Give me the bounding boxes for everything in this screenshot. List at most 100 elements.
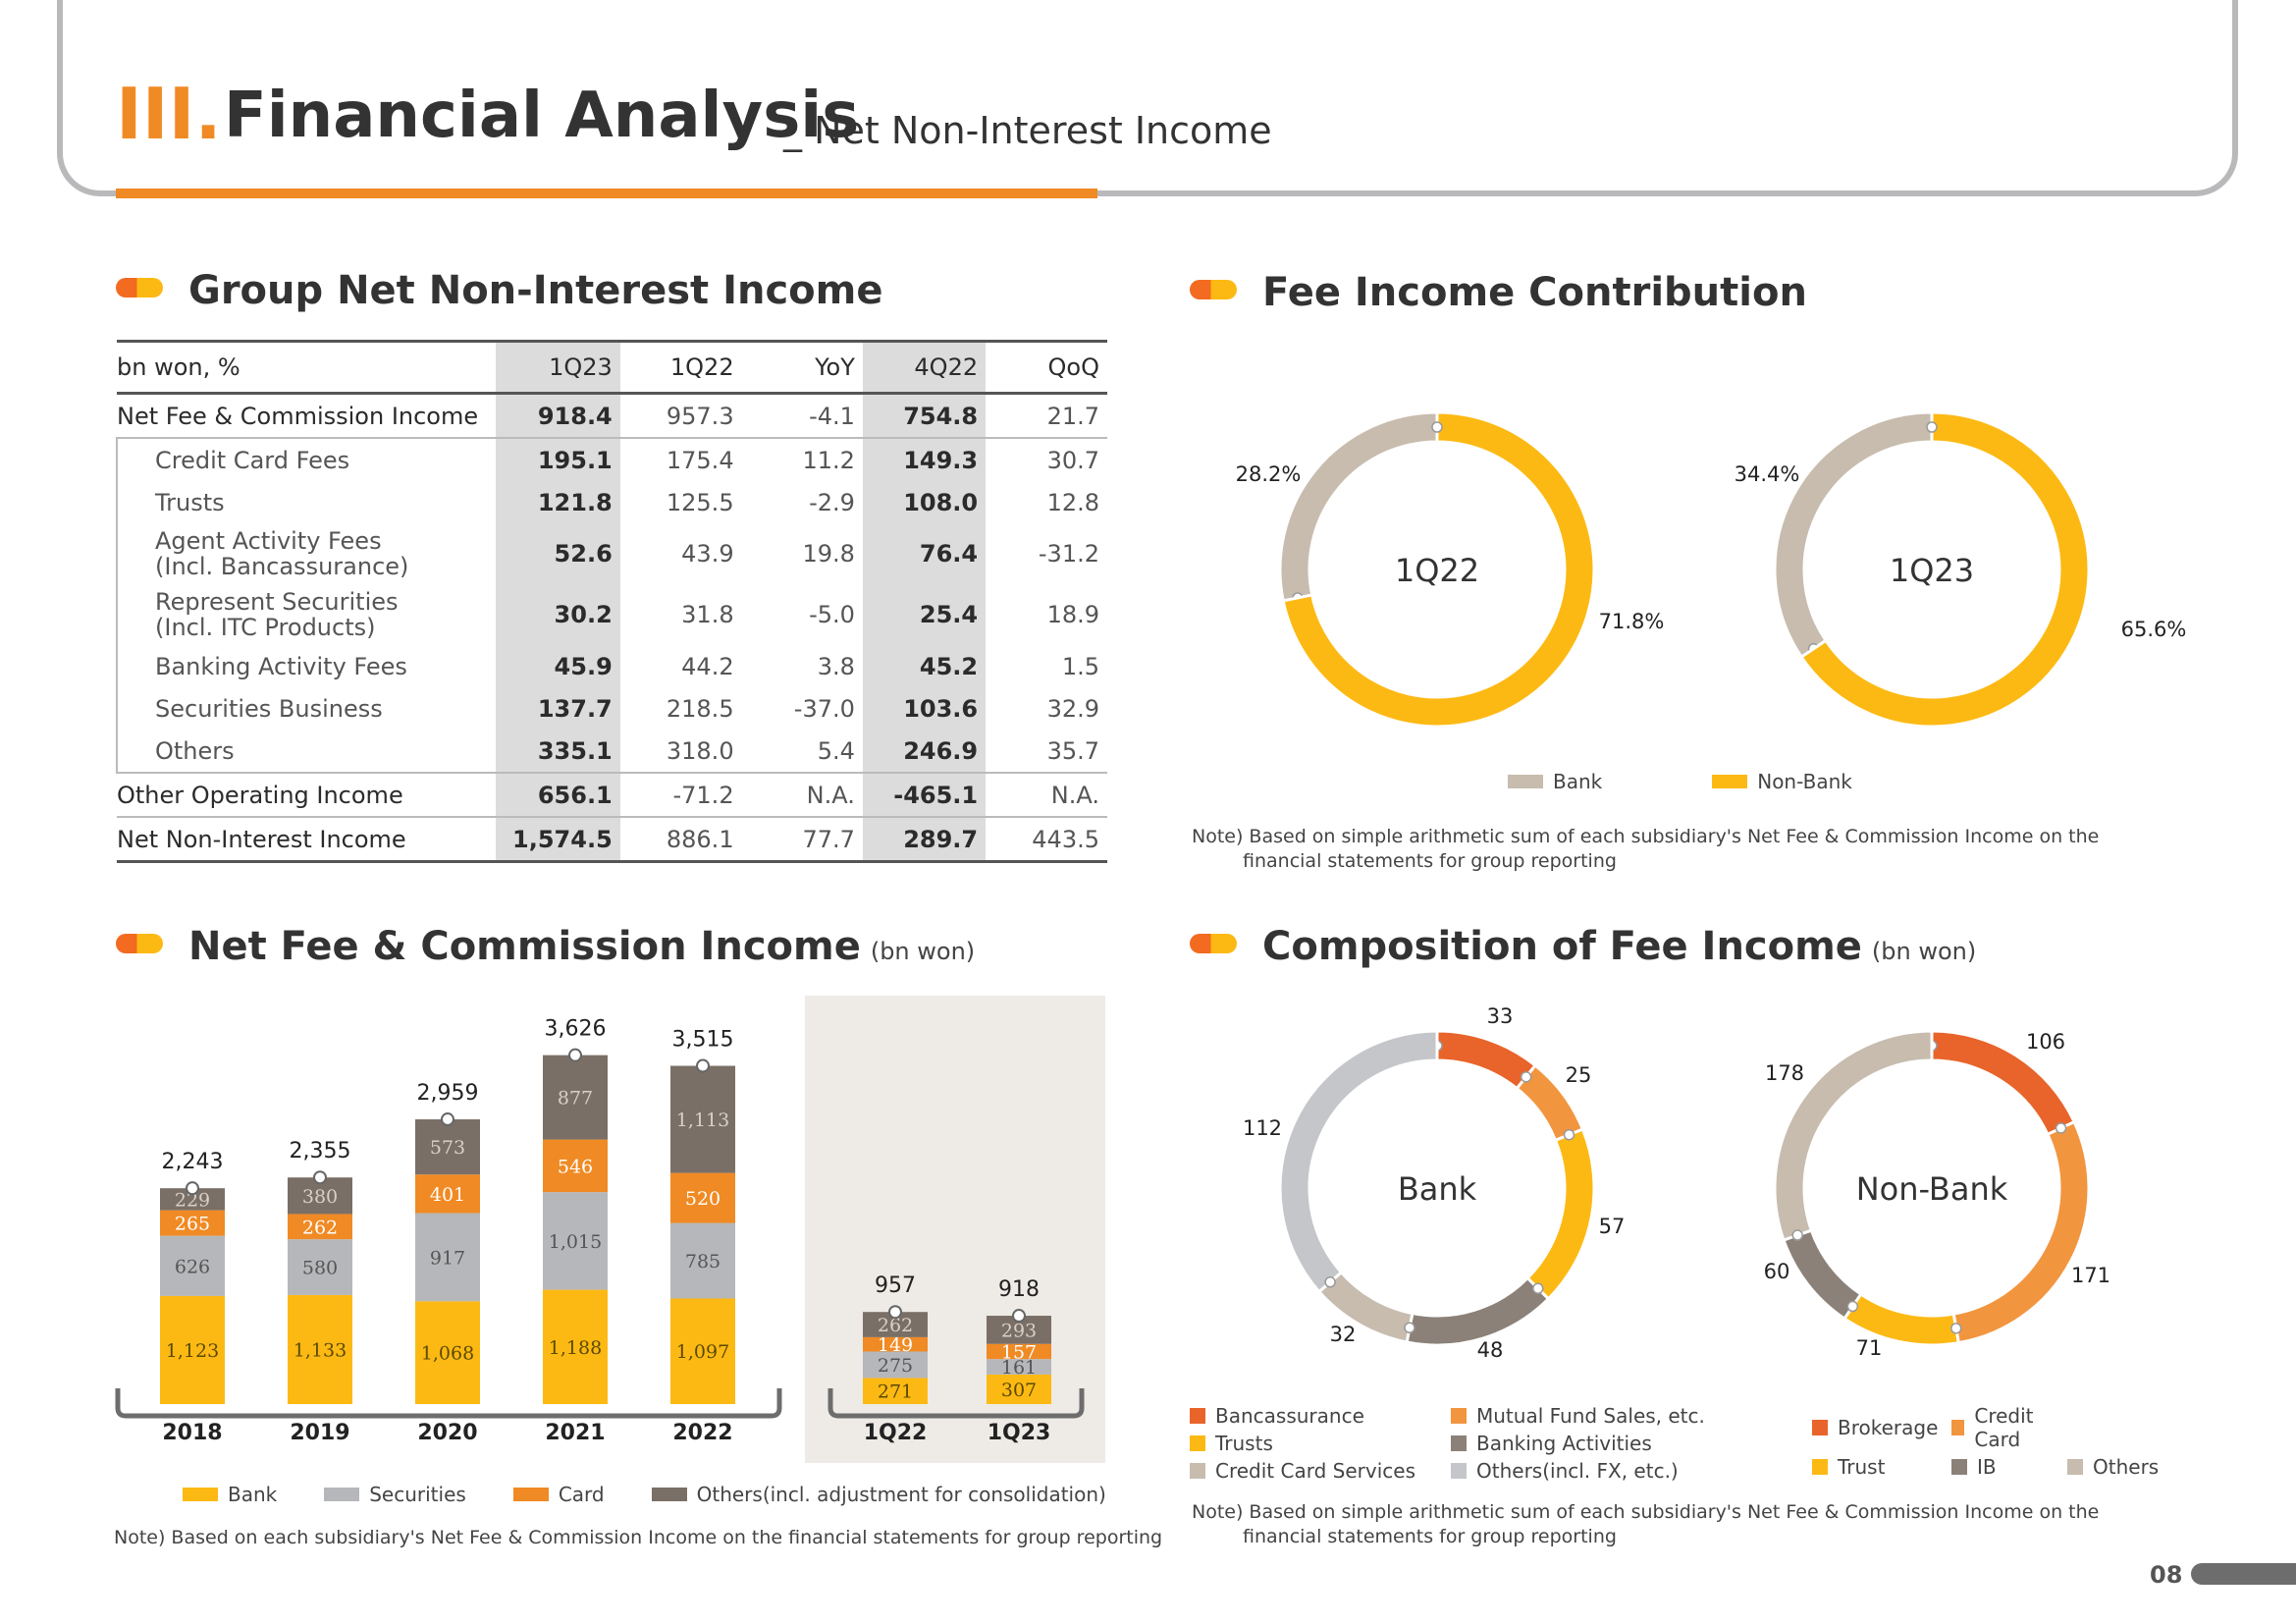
composition-label: 71 [1856, 1336, 1883, 1360]
slice-marker [1563, 1128, 1575, 1141]
bar-value-label: 626 [175, 1256, 210, 1277]
donut-slice-others [1773, 1029, 1934, 1242]
donut-slice-bank [1773, 410, 1934, 660]
table-section-heading: Group Net Non-Interest Income [116, 271, 882, 310]
bank-swatch [183, 1488, 218, 1501]
bar-value-label: 157 [1001, 1341, 1037, 1363]
bar-value-label: 262 [302, 1217, 338, 1238]
slice-marker [1926, 421, 1938, 433]
table-cell: 18.9 [1046, 601, 1099, 628]
bar-securities-2022 [670, 1222, 735, 1299]
table-cell: 30.2 [496, 584, 620, 645]
composition-label: 25 [1566, 1063, 1592, 1087]
bar-bank-2022 [670, 1298, 735, 1404]
composition-label: 178 [1765, 1061, 1804, 1085]
table-cell: -71.2 [619, 772, 742, 817]
legend-label: Mutual Fund Sales, etc. [1476, 1404, 1705, 1428]
bar-value-label: 520 [685, 1188, 721, 1210]
legend-item: Others [2067, 1455, 2183, 1479]
bar-card-2019 [288, 1214, 352, 1240]
contribution-donuts: 28.2% 71.8% 1Q22 34.4% 65.6% 1Q23 [1236, 410, 2186, 727]
table-cell: 335.1 [496, 730, 620, 773]
table-body: Net Fee & Commission Income 918.4 957.3 -4.… [115, 392, 1107, 863]
bar-value-label: 262 [878, 1315, 913, 1336]
table-cell: 5.4 [817, 736, 855, 765]
table-cell: 656.1 [496, 772, 620, 817]
table-section-title: Group Net Non-Interest Income [188, 268, 883, 313]
bar-total-label: 2,243 [162, 1150, 224, 1174]
legend-item: Bancassurance [1190, 1404, 1451, 1428]
donut-center-label: 1Q22 [1395, 552, 1479, 589]
bar-value-label: 1,123 [166, 1340, 219, 1362]
legend-spacer [2067, 1404, 2183, 1451]
table-cell: 218.5 [666, 694, 734, 723]
table-cell: 11.2 [741, 437, 863, 481]
section-number: III. [116, 73, 222, 155]
legend-others: Others(incl. adjustment for consolidatio… [696, 1483, 1106, 1506]
bar-securities-2019 [288, 1239, 352, 1295]
table-row: Other Operating Income 656.1 -71.2 N.A. -465… [117, 772, 1107, 817]
row-label: Other Operating Income [117, 772, 497, 817]
table-cell: 246.9 [862, 730, 987, 773]
netfee-section-title: Net Fee & Commission Income [188, 924, 861, 969]
swatch [1812, 1420, 1828, 1435]
bar-securities-2020 [415, 1213, 480, 1302]
bar-value-label: 1,015 [549, 1231, 602, 1253]
bar-securities-2018 [160, 1235, 225, 1296]
composition-label: 57 [1599, 1215, 1626, 1238]
bar-card-2022 [670, 1172, 735, 1223]
bar-bank-2018 [160, 1295, 225, 1404]
bar-value-label: 546 [558, 1156, 593, 1177]
bar-value-label: 917 [430, 1247, 465, 1269]
bar-total-label: 3,626 [545, 1017, 607, 1042]
netfee-note: Note) Based on each subsidiary's Net Fee… [114, 1527, 1163, 1548]
legend-item: IB [1951, 1455, 2067, 1479]
table-cell: 289.7 [862, 816, 987, 863]
legend-item: Trusts [1190, 1432, 1451, 1455]
legend-item: Trust [1812, 1455, 1951, 1479]
table-cell: 77.7 [741, 816, 863, 863]
donut-bank: 33 25 57 48 32 112 Bank [1243, 1004, 1625, 1362]
x-tick-label: 2019 [290, 1421, 349, 1445]
legend-label: Others [2093, 1455, 2160, 1479]
table-cell: N.A. [986, 772, 1107, 817]
table-row: Credit Card Fees 195.1 175.4 11.2 149.3 30.7 [115, 437, 1107, 481]
legend-item: Others(incl. FX, etc.) [1451, 1459, 1739, 1483]
table-cell: 1.5 [1061, 652, 1099, 680]
axis-bracket-annual [115, 1388, 782, 1419]
netfee-bar-chart: 1,123 626 265 229 2,243 2018 1,133 580 262 380 2,3… [115, 996, 1105, 1463]
table-cell: 318.0 [666, 736, 734, 765]
column-header: QoQ [986, 340, 1107, 395]
composition-note: Note) Based on simple arithmetic sum of … [1192, 1501, 2100, 1547]
table-cell: 443.5 [986, 816, 1107, 863]
column-header: bn won, % [117, 340, 497, 395]
row-label: Agent Activity Fees (Incl. Bancassurance) [115, 523, 497, 584]
table-cell: 44.2 [681, 652, 734, 680]
row-label: Others [115, 730, 497, 773]
composition-label: 32 [1330, 1323, 1357, 1346]
bar-value-label: 271 [878, 1381, 913, 1403]
table-cell: 25.4 [862, 584, 987, 645]
legend-item: Mutual Fund Sales, etc. [1451, 1404, 1739, 1428]
row-label: Credit Card Fees [115, 437, 497, 481]
bar-others-2018 [160, 1188, 225, 1211]
donut-slice-banking-activities [1405, 1275, 1551, 1347]
row-label: Trusts [115, 481, 497, 523]
donut-slice-others-incl-fx-etc [1278, 1029, 1439, 1294]
bank-legend: Bancassurance Mutual Fund Sales, etc. Tr… [1190, 1404, 1739, 1483]
table-cell: -4.1 [741, 392, 863, 438]
table-cell: 137.7 [496, 687, 620, 730]
table-row: Trusts 121.8 125.5 -2.9 108.0 12.8 [115, 481, 1107, 523]
table-cell: 125.5 [666, 488, 734, 516]
table-header: bn won, % 1Q23 1Q22 YoY 4Q22 QoQ [117, 340, 1107, 395]
legend-item: Banking Activities [1451, 1432, 1739, 1455]
bar-bank-2019 [288, 1294, 352, 1404]
contribution-note: Note) Based on simple arithmetic sum of … [1192, 826, 2100, 872]
legend-card: Card [558, 1483, 605, 1506]
bar-value-label: 580 [302, 1258, 338, 1279]
bar-total-marker [888, 1305, 902, 1320]
table-cell: 32.9 [1046, 694, 1099, 723]
composition-label: 48 [1477, 1338, 1504, 1362]
table-cell: -5.0 [809, 601, 855, 628]
x-tick-label: 2018 [162, 1421, 222, 1445]
